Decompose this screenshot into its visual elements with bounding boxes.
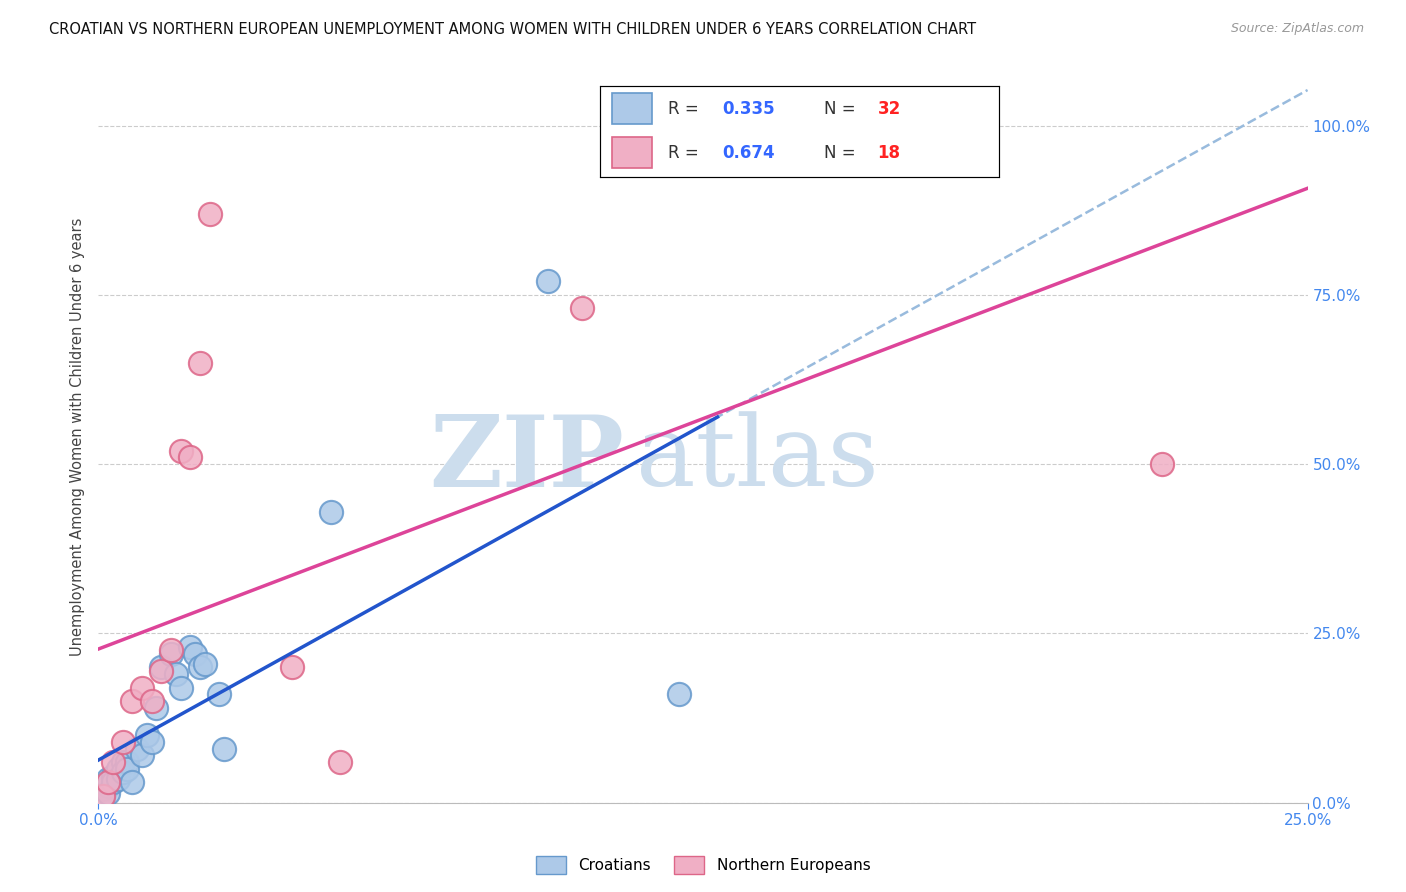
Point bbox=[111, 755, 134, 769]
Point bbox=[91, 782, 114, 797]
Point bbox=[145, 701, 167, 715]
Point bbox=[91, 789, 114, 803]
Point bbox=[91, 789, 114, 803]
Point bbox=[329, 755, 352, 769]
Point bbox=[101, 775, 124, 789]
Text: CROATIAN VS NORTHERN EUROPEAN UNEMPLOYMENT AMONG WOMEN WITH CHILDREN UNDER 6 YEA: CROATIAN VS NORTHERN EUROPEAN UNEMPLOYME… bbox=[49, 22, 976, 37]
Point bbox=[160, 647, 183, 661]
Point bbox=[537, 274, 560, 288]
Point bbox=[160, 643, 183, 657]
Point bbox=[97, 779, 120, 793]
Point bbox=[107, 772, 129, 786]
Point bbox=[117, 762, 139, 776]
Point bbox=[169, 681, 191, 695]
Text: atlas: atlas bbox=[637, 411, 879, 507]
Point bbox=[179, 450, 201, 465]
Point bbox=[179, 640, 201, 654]
Point bbox=[188, 355, 211, 369]
Point bbox=[117, 755, 139, 769]
Point bbox=[184, 647, 207, 661]
Point bbox=[188, 660, 211, 674]
Text: ZIP: ZIP bbox=[429, 410, 624, 508]
Point bbox=[668, 688, 690, 702]
Point bbox=[97, 772, 120, 786]
Point bbox=[150, 664, 173, 678]
Point bbox=[101, 755, 124, 769]
Point bbox=[208, 688, 231, 702]
Point bbox=[101, 769, 124, 783]
Point bbox=[131, 748, 153, 763]
Point bbox=[121, 694, 143, 708]
Point bbox=[127, 741, 149, 756]
Point bbox=[198, 206, 221, 220]
Point bbox=[281, 660, 304, 674]
Point bbox=[169, 443, 191, 458]
Point bbox=[107, 762, 129, 776]
Point bbox=[150, 660, 173, 674]
Y-axis label: Unemployment Among Women with Children Under 6 years: Unemployment Among Women with Children U… bbox=[69, 218, 84, 657]
Point bbox=[111, 735, 134, 749]
Point bbox=[165, 667, 187, 681]
Point bbox=[212, 741, 235, 756]
Point bbox=[319, 505, 342, 519]
Point bbox=[97, 786, 120, 800]
Point bbox=[141, 694, 163, 708]
Point bbox=[111, 765, 134, 780]
Point bbox=[1152, 457, 1174, 471]
Point bbox=[194, 657, 217, 671]
Point bbox=[141, 735, 163, 749]
Point bbox=[571, 301, 593, 316]
Point bbox=[131, 681, 153, 695]
Point bbox=[97, 775, 120, 789]
Point bbox=[957, 139, 980, 153]
Point bbox=[121, 775, 143, 789]
Legend: Croatians, Northern Europeans: Croatians, Northern Europeans bbox=[530, 850, 876, 880]
Text: Source: ZipAtlas.com: Source: ZipAtlas.com bbox=[1230, 22, 1364, 36]
Point bbox=[135, 728, 157, 742]
